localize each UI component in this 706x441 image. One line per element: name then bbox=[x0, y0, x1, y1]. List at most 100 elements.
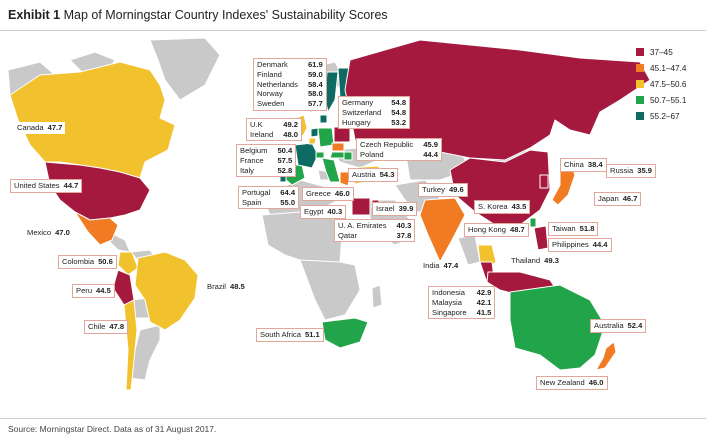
label-country-score: 48.7 bbox=[510, 225, 525, 234]
label-country-score: 52.8 bbox=[277, 165, 293, 175]
label-country-score: 42.9 bbox=[476, 288, 492, 298]
country-netherlands bbox=[310, 127, 319, 138]
legend-swatch bbox=[636, 112, 644, 120]
legend-item: 55.2–67 bbox=[636, 108, 686, 124]
label-country-name: France bbox=[240, 155, 264, 165]
label-country-name: Netherlands bbox=[257, 79, 298, 89]
legend-swatch bbox=[636, 64, 644, 72]
label-s-korea: S. Korea 43.5 bbox=[474, 200, 531, 214]
label-indonesia: Indonesia 42.9 Malaysia 42.1 Singapore 41.5 bbox=[428, 286, 496, 320]
chart-title: Exhibit 1 Map of Morningstar Country Ind… bbox=[8, 8, 388, 22]
label-country-score: 44.4 bbox=[592, 240, 608, 249]
country-czech-republic bbox=[331, 142, 345, 152]
label-country-score: 61.9 bbox=[307, 60, 323, 70]
label-country-score: 57.5 bbox=[277, 156, 293, 165]
exhibit-label: Exhibit 1 bbox=[8, 8, 61, 22]
country-egypt bbox=[351, 197, 371, 216]
country-mexico bbox=[74, 211, 119, 246]
label-country-name: Ireland bbox=[250, 129, 274, 139]
label-country-score: 55.0 bbox=[280, 198, 296, 207]
label-u-k: U.K 49.2 Ireland 48.0 bbox=[246, 118, 303, 142]
label-country-score: 41.5 bbox=[476, 307, 492, 317]
myanmar-shape bbox=[457, 234, 481, 266]
label-country-name: Thailand bbox=[511, 256, 541, 265]
label-country-name: Qatar bbox=[338, 230, 357, 240]
label-country-name: Brazil bbox=[207, 282, 226, 291]
label-country-score: 37.8 bbox=[396, 231, 412, 240]
label-country-score: 47.8 bbox=[109, 322, 125, 331]
label-brazil: Brazil 48.5 bbox=[204, 281, 248, 293]
label-portugal: Portugal 64.4 Spain 55.0 bbox=[238, 186, 300, 210]
label-country-name: Canada bbox=[17, 123, 44, 132]
label-country-score: 35.9 bbox=[637, 166, 652, 175]
greenland-shape bbox=[149, 37, 221, 101]
label-czech-republic: Czech Republic 45.9 Poland 44.4 bbox=[356, 138, 442, 162]
country-belgium bbox=[308, 137, 317, 145]
label-new-zealand: New Zealand 46.0 bbox=[536, 376, 608, 390]
label-country-name: Russia bbox=[610, 166, 634, 175]
legend-item: 47.5–50.6 bbox=[636, 76, 686, 92]
country-taiwan bbox=[529, 217, 537, 228]
label-country-name: Egypt bbox=[304, 207, 324, 216]
country-s-korea bbox=[539, 174, 549, 189]
label-country-score: 47.4 bbox=[443, 261, 459, 270]
label-country-score: 39.9 bbox=[398, 204, 414, 213]
label-country-name: Belgium bbox=[240, 146, 268, 156]
label-country-score: 50.4 bbox=[277, 146, 293, 156]
country-sweden bbox=[324, 71, 339, 113]
label-country-score: 47.7 bbox=[47, 123, 63, 132]
label-country-score: 54.8 bbox=[391, 108, 407, 117]
label-country-score: 52.4 bbox=[627, 321, 643, 330]
label-philippines: Philippines 44.4 bbox=[548, 238, 612, 252]
label-country-name: Mexico bbox=[27, 228, 52, 237]
label-country-score: 49.6 bbox=[448, 185, 464, 194]
label-hong-kong: Hong Kong 48.7 bbox=[464, 223, 529, 237]
sahel-shape bbox=[261, 211, 343, 266]
label-israel: Israel 39.9 bbox=[372, 202, 418, 216]
label-australia: Australia 52.4 bbox=[590, 319, 647, 333]
label-country-name: U. A. Emirates bbox=[338, 221, 387, 231]
legend-label: 45.1–47.4 bbox=[650, 63, 687, 73]
country-peru bbox=[112, 269, 135, 306]
legend-label: 55.2–67 bbox=[650, 111, 680, 121]
label-country-score: 46.7 bbox=[622, 194, 638, 203]
legend-label: 37–45 bbox=[650, 47, 673, 57]
label-taiwan: Taiwan 51.8 bbox=[548, 222, 599, 236]
label-country-name: Israel bbox=[376, 204, 395, 213]
label-country-name: S. Korea bbox=[478, 202, 508, 211]
label-russia: Russia 35.9 bbox=[606, 164, 656, 178]
top-divider bbox=[0, 30, 706, 31]
legend-label: 47.5–50.6 bbox=[650, 79, 687, 89]
label-country-name: Turkey bbox=[422, 185, 445, 194]
label-india: India 47.4 bbox=[420, 260, 462, 272]
label-country-name: New Zealand bbox=[540, 378, 585, 387]
label-country-name: Czech Republic bbox=[360, 140, 414, 150]
country-philippines bbox=[533, 225, 549, 251]
label-country-score: 40.3 bbox=[327, 207, 343, 216]
label-country-name: Australia bbox=[594, 321, 624, 330]
label-country-score: 64.4 bbox=[280, 188, 296, 198]
label-south-africa: South Africa 51.1 bbox=[256, 328, 324, 342]
label-country-name: Austria bbox=[352, 170, 376, 179]
label-colombia: Colombia 50.6 bbox=[58, 255, 117, 269]
title-text: Map of Morningstar Country Indexes' Sust… bbox=[63, 8, 388, 22]
label-country-score: 57.7 bbox=[307, 99, 323, 109]
label-belgium: Belgium 50.4 France 57.5 Italy 52.8 bbox=[236, 144, 297, 178]
label-united-states: United States 44.7 bbox=[10, 179, 83, 193]
label-country-name: Italy bbox=[240, 165, 254, 175]
label-chile: Chile 47.8 bbox=[84, 320, 129, 334]
legend-item: 45.1–47.4 bbox=[636, 60, 686, 76]
country-india bbox=[419, 197, 466, 263]
label-country-score: 47.0 bbox=[55, 228, 70, 237]
label-japan: Japan 46.7 bbox=[594, 192, 642, 206]
label-country-name: Sweden bbox=[257, 98, 285, 108]
label-country-name: Singapore bbox=[432, 307, 467, 317]
label-country-score: 53.2 bbox=[391, 117, 407, 127]
label-turkey: Turkey 49.6 bbox=[418, 183, 468, 197]
madagascar-shape bbox=[371, 284, 383, 309]
label-country-score: 46.0 bbox=[334, 189, 350, 198]
bottom-divider bbox=[0, 418, 706, 419]
label-u-a-emirates: U. A. Emirates 40.3 Qatar 37.8 bbox=[334, 219, 416, 243]
country-canada bbox=[9, 61, 176, 179]
country-switzerland bbox=[315, 151, 325, 159]
